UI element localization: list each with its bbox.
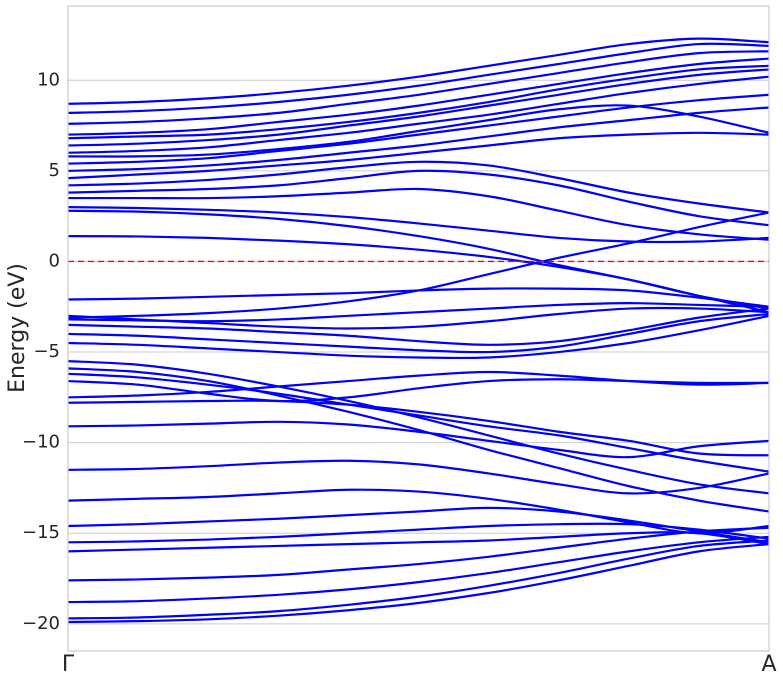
band-line xyxy=(68,543,769,624)
x-tick-label: A xyxy=(761,652,776,677)
y-tick-label: 5 xyxy=(49,160,60,181)
band-line xyxy=(68,306,769,330)
bands xyxy=(68,37,769,624)
band-line xyxy=(68,104,769,158)
band-line xyxy=(68,360,769,495)
band-line xyxy=(68,93,769,165)
band-line xyxy=(68,64,769,140)
band-line xyxy=(68,169,769,227)
band-line xyxy=(68,367,769,513)
plot-frame xyxy=(67,5,770,652)
y-tick-label: −15 xyxy=(22,522,60,543)
band-line xyxy=(68,75,769,154)
band-line xyxy=(68,372,769,473)
band-line xyxy=(68,531,769,553)
y-tick-label: −20 xyxy=(22,613,60,634)
band-line xyxy=(68,488,769,535)
y-tick-label: 10 xyxy=(37,69,60,90)
band-line xyxy=(68,160,769,214)
band-line xyxy=(68,37,769,105)
band-line xyxy=(68,535,769,604)
band-line xyxy=(68,526,769,582)
band-line xyxy=(68,50,769,125)
band-line xyxy=(68,187,769,241)
x-tick-label: Γ xyxy=(62,652,75,677)
band-line xyxy=(68,314,769,360)
y-axis-label: Energy (eV) xyxy=(5,263,30,393)
band-line xyxy=(68,459,769,495)
band-line xyxy=(68,57,769,136)
band-line xyxy=(68,131,769,180)
band-line xyxy=(68,206,769,244)
band-line xyxy=(68,307,769,346)
band-line xyxy=(68,211,769,319)
band-line xyxy=(68,312,769,354)
band-line xyxy=(68,106,769,172)
band-line xyxy=(68,506,769,544)
band-line xyxy=(68,68,769,147)
y-tick-label: −10 xyxy=(22,432,60,453)
band-line xyxy=(68,539,769,620)
band-line xyxy=(68,420,769,459)
band-line xyxy=(68,399,769,457)
band-line xyxy=(68,378,769,403)
y-tick-label: 0 xyxy=(49,250,60,271)
band-line xyxy=(68,209,769,310)
y-tick-label: −5 xyxy=(33,341,60,362)
band-line xyxy=(68,42,769,114)
